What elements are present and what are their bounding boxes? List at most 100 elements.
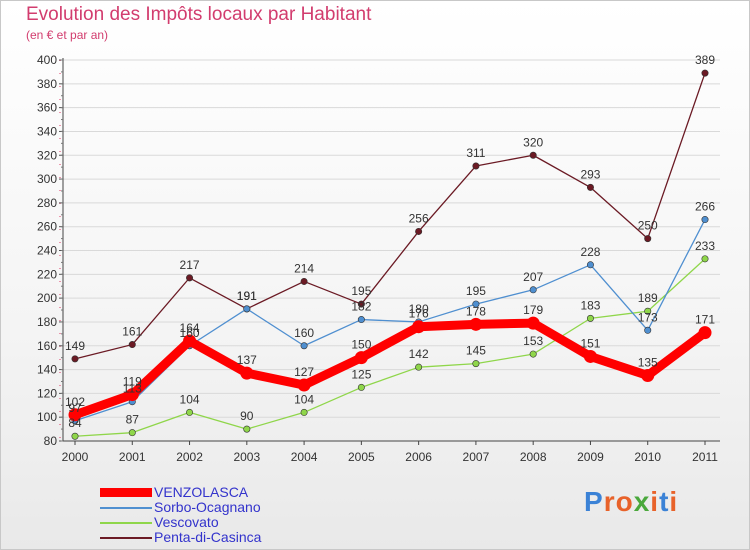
data-label: 102 <box>65 395 85 409</box>
data-point <box>586 314 594 322</box>
logo-letter: t <box>659 486 670 517</box>
data-label: 84 <box>68 416 82 430</box>
x-tick-label: 2011 <box>692 450 718 464</box>
legend-label-venzolasca: VENZOLASCA <box>154 484 249 500</box>
data-label: 153 <box>523 334 543 348</box>
legend-swatch-venzolasca <box>100 488 152 497</box>
data-label: 160 <box>180 326 200 340</box>
data-label: 191 <box>237 289 257 303</box>
data-point <box>186 274 194 282</box>
data-label: 228 <box>580 245 600 259</box>
series-line-vescovato <box>74 258 706 437</box>
data-point <box>644 307 652 315</box>
x-axis-ticks: 2000 2001 2002 2003 2004 2005 2006 2007 2008 2009… <box>62 441 718 464</box>
data-label: 256 <box>409 211 429 225</box>
data-point <box>701 255 709 263</box>
data-point <box>297 378 311 392</box>
data-label: 125 <box>351 367 371 381</box>
data-point <box>472 300 480 308</box>
x-tick-label: 2002 <box>176 450 203 464</box>
y-tick-label: 200 <box>37 291 57 305</box>
x-tick-label: 2010 <box>634 450 661 464</box>
x-tick-label: 2008 <box>520 450 547 464</box>
x-tick-label: 2004 <box>291 450 318 464</box>
logo-letter: i <box>669 486 679 517</box>
series-line-sorbo-ocagnano <box>74 218 706 422</box>
y-tick-label: 380 <box>37 77 57 91</box>
y-tick-label: 360 <box>37 101 57 115</box>
series-group <box>68 69 712 440</box>
data-label: 137 <box>237 353 257 367</box>
data-point <box>300 342 308 350</box>
y-tick-label: 300 <box>37 172 57 186</box>
legend-item-venzolasca[interactable]: VENZOLASCA <box>100 484 330 500</box>
data-label: 145 <box>466 344 486 358</box>
data-point <box>586 261 594 269</box>
data-point <box>529 350 537 358</box>
x-tick-label: 2006 <box>405 450 432 464</box>
x-tick-label: 2007 <box>463 450 490 464</box>
data-label: 176 <box>409 307 429 321</box>
data-label: 214 <box>294 261 314 275</box>
data-label: 104 <box>294 392 314 406</box>
data-point <box>472 360 480 368</box>
legend-item-vescovato[interactable]: Vescovato <box>100 514 330 530</box>
data-label: 149 <box>65 339 85 353</box>
legend-swatch-sorbo-ocagnano <box>100 507 152 509</box>
data-point <box>701 69 709 77</box>
data-point <box>472 162 480 170</box>
data-point <box>583 349 597 363</box>
legend-label-penta-di-casinca: Penta-di-Casinca <box>154 529 262 545</box>
y-tick-label: 220 <box>37 267 57 281</box>
legend-item-penta-di-casinca[interactable]: Penta-di-Casinca <box>100 529 330 545</box>
data-label: 250 <box>638 219 658 233</box>
x-tick-label: 2005 <box>348 450 375 464</box>
data-label: 183 <box>580 298 600 312</box>
data-label: 97 <box>68 401 82 415</box>
data-label: 104 <box>180 392 200 406</box>
y-tick-label: 280 <box>37 196 57 210</box>
data-point <box>529 286 537 294</box>
data-point <box>128 429 136 437</box>
data-label: 173 <box>638 310 658 324</box>
data-point <box>469 317 483 331</box>
data-point <box>586 183 594 191</box>
data-label: 191 <box>237 289 257 303</box>
data-label: 164 <box>180 321 200 335</box>
data-label: 142 <box>409 347 429 361</box>
data-point <box>243 305 251 313</box>
data-label: 311 <box>466 146 485 160</box>
logo-letter: o <box>615 486 634 517</box>
proxiti-logo: Proxiti <box>584 486 678 518</box>
data-point <box>698 326 712 340</box>
legend-item-sorbo-ocagnano[interactable]: Sorbo-Ocagnano <box>100 499 330 515</box>
data-point <box>183 334 197 348</box>
y-axis-ticks: 80 100 120 140 160 180 200 220 240 260 280 300 320 34… <box>37 53 63 448</box>
y-tick-label: 320 <box>37 148 57 162</box>
data-label: 189 <box>638 291 658 305</box>
logo-letter: P <box>584 486 604 517</box>
data-label: 178 <box>466 304 486 318</box>
data-point <box>128 341 136 349</box>
y-tick-label: 260 <box>37 220 57 234</box>
data-label: 90 <box>240 409 254 423</box>
data-point <box>240 366 254 380</box>
y-tick-label: 180 <box>37 315 57 329</box>
data-point <box>526 316 540 330</box>
legend-swatch-vescovato <box>100 522 152 524</box>
logo-letter: x <box>633 486 651 517</box>
data-point <box>125 388 139 402</box>
data-label: 179 <box>523 303 543 317</box>
legend-label-vescovato: Vescovato <box>154 514 219 530</box>
data-labels: 149 161 217 191 214 195 256 311 320 293 250 389 84 87… <box>65 53 715 430</box>
data-label: 119 <box>123 375 142 389</box>
y-tick-label: 160 <box>37 339 57 353</box>
data-point <box>300 277 308 285</box>
data-point <box>186 408 194 416</box>
series-line-venzolasca <box>70 318 710 420</box>
data-label: 195 <box>466 284 486 298</box>
data-label: 160 <box>294 326 314 340</box>
data-label: 233 <box>695 239 715 253</box>
